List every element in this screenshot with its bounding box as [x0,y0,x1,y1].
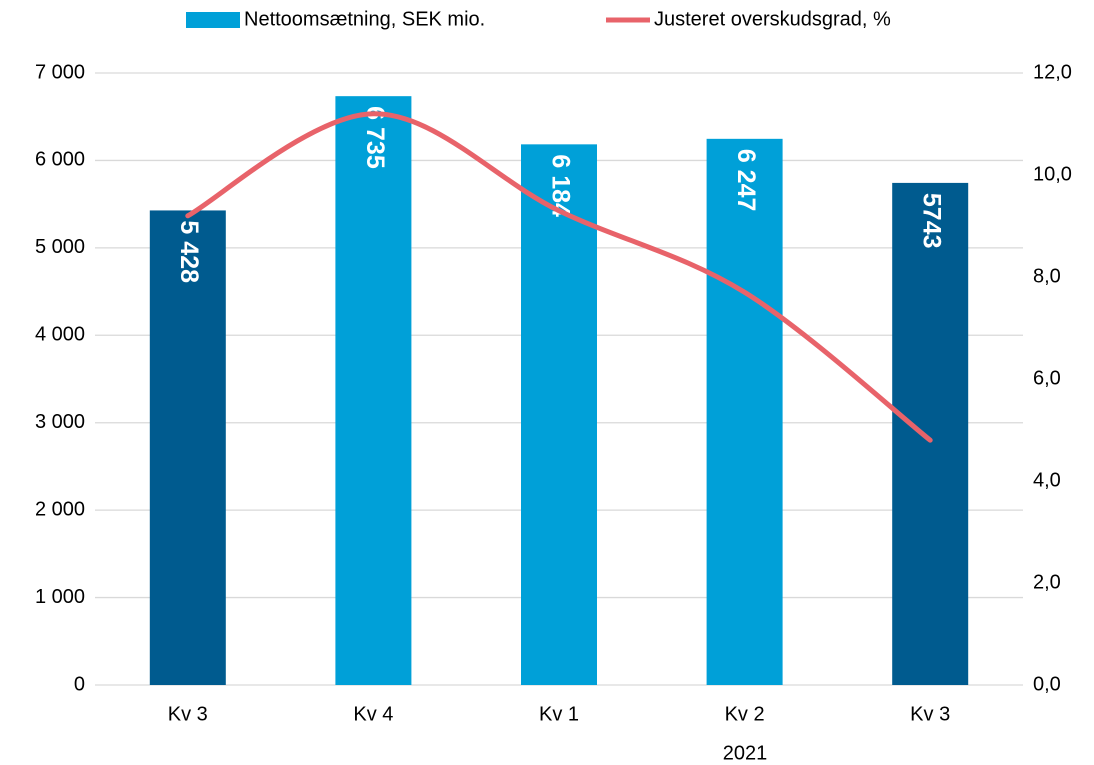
bar [149,210,226,685]
y2-tick-label: 10,0 [1033,163,1072,185]
y-tick-label: 5 000 [35,236,85,258]
legend-swatch-bar [186,12,240,28]
y2-tick-label: 0,0 [1033,673,1061,695]
y2-tick-label: 12,0 [1033,61,1072,83]
y2-tick-label: 8,0 [1033,265,1061,287]
y2-tick-label: 4,0 [1033,469,1061,491]
bar [706,138,783,685]
y-tick-label: 0 [74,673,85,695]
y2-tick-label: 6,0 [1033,367,1061,389]
x-tick-label: Kv 4 [353,703,393,725]
legend-label: Justeret overskudsgrad, % [654,8,891,30]
data-label: 5743 [918,193,946,249]
y-tick-label: 7 000 [35,61,85,83]
y-tick-label: 4 000 [35,324,85,346]
bar [335,96,412,685]
y-tick-label: 1 000 [35,586,85,608]
x-tick-label: Kv 2 [725,703,765,725]
x-tick-label: Kv 3 [910,703,950,725]
data-label: 5 428 [175,220,203,283]
legend-label: Nettoomsætning, SEK mio. [244,8,485,30]
x-tick-label: Kv 1 [539,703,579,725]
bar [521,144,597,685]
x-tick-label: Kv 3 [168,703,208,725]
line [185,111,933,443]
y-tick-label: 2 000 [35,498,85,520]
y-tick-label: 3 000 [35,411,85,433]
y-tick-label: 6 000 [35,149,85,171]
y2-tick-label: 2,0 [1033,571,1061,593]
group-label: 2021 [723,742,768,764]
bar [892,182,969,686]
data-label: 6 247 [732,149,760,212]
